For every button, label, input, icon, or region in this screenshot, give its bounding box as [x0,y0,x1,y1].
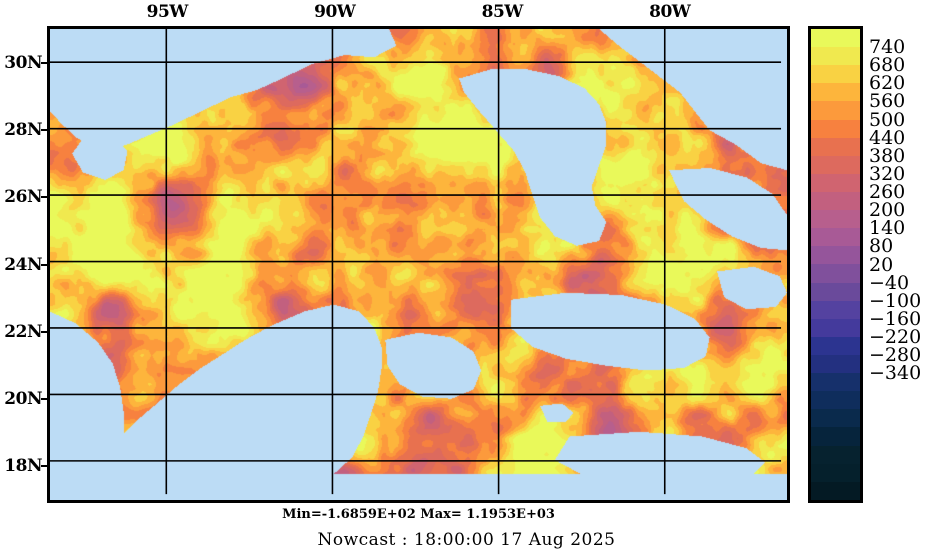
latitude-tick-mark [41,398,47,401]
colorbar-band [811,318,860,337]
colorbar-tick-labels: 740 680 620 560 500 440 380 320 260 200 140 80 20 −40… [869,26,933,503]
colorbar-tick-label: 500 [869,108,906,131]
colorbar-tick-label: −340 [869,362,922,385]
colorbar-band [811,137,860,156]
colorbar-band [811,481,860,500]
longitude-tick-label: 85W [481,2,524,22]
latitude-tick-mark [41,263,47,266]
colorbar-bands [811,29,860,500]
colorbar-tick-label: 320 [869,162,906,185]
colorbar-band [811,47,860,66]
colorbar-tick-label: −40 [869,271,910,294]
latitude-tick-mark [41,128,47,131]
colorbar-tick-label: 260 [869,181,906,204]
colorbar-band [811,300,860,319]
longitude-tick-label: 80W [649,2,691,22]
colorbar-tick-label: −220 [869,325,922,348]
colorbar-band [811,463,860,482]
colorbar-band [811,83,860,102]
nowcast-timestamp: Nowcast : 18:00:00 17 Aug 2025 [317,530,616,550]
map-plot-area[interactable] [47,26,790,503]
colorbar-tick-label: 740 [869,36,906,59]
colorbar-tick-label: 200 [869,199,906,222]
colorbar-tick-label: 20 [869,253,894,276]
colorbar-tick-label: −100 [869,289,922,312]
colorbar-band [811,336,860,355]
latitude-tick-mark [41,61,47,64]
colorbar-band [811,173,860,192]
colorbar-tick-label: 80 [869,235,894,258]
colorbar-band [811,191,860,211]
min-max-annotation: Min=-1.6859E+02 Max= 1.1953E+03 [282,507,555,522]
colorbar-band [811,65,860,84]
colorbar-tick-label: −160 [869,307,922,330]
colorbar-band [811,101,860,120]
colorbar-tick-label: 140 [869,217,906,240]
latitude-tick-mark [41,330,47,333]
colorbar-tick-label: 560 [869,90,906,113]
latitude-tick-mark [41,465,47,468]
colorbar-band [811,391,860,410]
colorbar-band [811,228,860,247]
lat-lon-gridlines [50,29,782,495]
colorbar-tick-label: −280 [869,344,922,367]
colorbar-tick-label: 440 [869,126,906,149]
colorbar-band [811,427,860,446]
colorbar-band [811,155,860,174]
longitude-tick-label: 95W [146,2,189,22]
colorbar-band [811,210,860,229]
latitude-tick-mark [41,196,47,199]
colorbar-band [811,409,860,428]
colorbar-band [811,264,860,283]
colorbar-band [811,246,860,265]
colorbar [808,26,863,503]
colorbar-tick-label: 380 [869,144,906,167]
colorbar-tick-label: 620 [869,72,906,95]
colorbar-band [811,354,860,374]
colorbar-band [811,119,860,138]
colorbar-band [811,445,860,464]
colorbar-band [811,29,860,48]
longitude-tick-label: 90W [314,2,356,22]
colorbar-band [811,282,860,301]
colorbar-tick-label: 680 [869,54,906,77]
colorbar-band [811,373,860,392]
